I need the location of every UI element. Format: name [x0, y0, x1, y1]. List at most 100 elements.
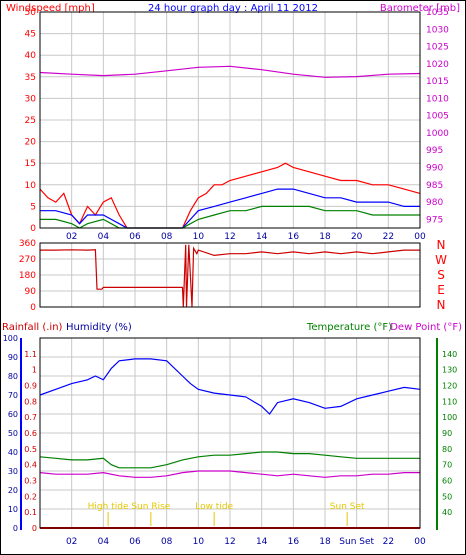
humidity-tick-label: 0 — [13, 524, 18, 533]
humidity-tick-label: 40 — [8, 448, 18, 457]
windspeed-tick-label: 20 — [25, 138, 37, 148]
wind-x-tick-labels: 02 04 06 08 10 12 14 16 18 20 22 00 — [66, 232, 426, 242]
wind-series-lines — [39, 65, 421, 229]
humidity-x-tick-label: 12 — [224, 537, 235, 547]
wind-direction-line — [40, 244, 420, 308]
humidity-x-tick-label: 10 — [193, 537, 205, 547]
barometer-tick-label: 975 — [426, 215, 443, 225]
temperature-tick-label: 50 — [442, 492, 452, 501]
barometer-tick-label: 1020 — [426, 60, 449, 70]
rainfall-tick-label: 0 — [32, 524, 37, 533]
barometer-tick-label: 995 — [426, 146, 443, 156]
barometer-tick-label: 990 — [426, 164, 443, 174]
direction-tick-label: 360 — [19, 239, 36, 249]
humidity-x-tick-label: 22 — [383, 537, 394, 547]
humidity-x-tick-label: 00 — [414, 537, 426, 547]
barometer-tick-label: 1035 — [426, 8, 449, 18]
compass-letter: S — [437, 268, 445, 282]
windspeed-tick-label: 30 — [25, 94, 37, 104]
humidity-tick-label: 50 — [8, 429, 18, 438]
humidity-tick-label: 70 — [8, 391, 18, 400]
red-wind-series-line — [39, 162, 421, 229]
blue-wind-series-line — [40, 188, 420, 229]
windspeed-tick-label: 35 — [25, 73, 36, 83]
humidity-x-tick-label: 08 — [161, 537, 173, 547]
windspeed-axis-title: Windspeed [mph] — [6, 3, 95, 14]
humidity-tick-label: 90 — [8, 353, 18, 362]
windspeed-tick-label: 0 — [30, 224, 36, 234]
barometer-tick-label: 1005 — [426, 112, 449, 122]
direction-tick-label: 0 — [30, 303, 36, 313]
barometer-tick-labels: 975 980 985 990 995 1000 1005 1010 1015 1020 1025 1… — [426, 8, 449, 225]
annotation-label: High tide — [88, 502, 129, 512]
humidity-axis-title: Humidity (%) — [66, 322, 132, 333]
temperature-tick-label: 100 — [442, 413, 457, 422]
wind-x-tick-label: 22 — [383, 232, 394, 242]
humidity-tick-label: 100 — [3, 334, 18, 343]
compass-letter: N — [437, 238, 446, 252]
rainfall-tick-label: 0.8 — [24, 397, 37, 406]
windspeed-tick-label: 15 — [25, 159, 36, 169]
magenta-wind-series-line — [39, 65, 421, 78]
dewpoint-axis-title: Dew Point (°F) — [390, 322, 462, 333]
rainfall-tick-label: 0.7 — [24, 413, 37, 422]
rainfall-tick-label: 0.1 — [24, 508, 37, 517]
humidity-tick-label: 10 — [8, 505, 18, 514]
green-wind-series-line — [40, 205, 420, 229]
rainfall-tick-label: 1.1 — [24, 350, 37, 359]
humidity-tick-label: 20 — [8, 486, 18, 495]
annotation-label: Low tide — [195, 502, 233, 512]
temperature-tick-label: 80 — [442, 445, 452, 454]
humidity-x-tick-label: Sun Set — [339, 537, 374, 547]
humidity-tick-labels: 0 10 20 30 40 50 60 70 80 90 100 — [3, 334, 18, 533]
rainfall-tick-label: 0.4 — [24, 461, 37, 470]
barometer-tick-label: 1030 — [426, 25, 449, 35]
temperature-tick-label: 120 — [442, 382, 457, 391]
direction-tick-label: 180 — [19, 271, 36, 281]
direction-tick-label: 270 — [19, 255, 36, 265]
tide-sun-annotations: High tide Sun Rise Low tide Sun Set — [88, 502, 365, 526]
humidity-grid — [40, 338, 421, 528]
humidity-tick-label: 30 — [8, 467, 18, 476]
direction-series-line — [40, 244, 420, 308]
temperature-series-line — [39, 451, 420, 469]
barometer-tick-label: 1000 — [426, 129, 449, 139]
direction-grid — [40, 243, 421, 307]
compass-letter: N — [437, 298, 446, 312]
barometer-tick-label: 985 — [426, 181, 443, 191]
barometer-tick-label: 980 — [426, 198, 443, 208]
rainfall-tick-label: 0.9 — [24, 382, 37, 391]
humidity-tick-label: 80 — [8, 372, 18, 381]
wind-x-tick-label: 04 — [98, 232, 110, 242]
rainfall-tick-label: 0.3 — [24, 477, 37, 486]
direction-tick-labels: 0 90 180 270 360 — [19, 239, 36, 313]
humidity-temperature-panel: Rainfall (.in) Humidity (%) Temperature … — [2, 322, 462, 547]
wind-grid — [40, 12, 421, 228]
wind-x-tick-label: 10 — [193, 232, 205, 242]
temperature-tick-label: 140 — [442, 350, 457, 359]
temperature-tick-labels: 40 50 60 70 80 90 100 110 120 130 140 — [442, 350, 457, 517]
humidity-x-tick-labels: 02 04 06 08 10 12 14 16 18 Sun Set 22 00 — [66, 537, 426, 547]
temperature-tick-label: 40 — [442, 508, 452, 517]
windspeed-tick-label: 45 — [25, 30, 36, 40]
windspeed-tick-label: 50 — [25, 8, 37, 18]
windspeed-tick-label: 5 — [30, 202, 36, 212]
wind-barometer-panel: Windspeed [mph] 24 hour graph day : Apri… — [6, 3, 460, 242]
dew-point-series-line — [39, 470, 420, 478]
temperature-tick-label: 110 — [442, 397, 457, 406]
chart-title: 24 hour graph day : April 11 2012 — [148, 3, 318, 14]
rainfall-axis-title: Rainfall (.in) — [2, 322, 63, 333]
temperature-tick-label: 90 — [442, 429, 452, 438]
humidity-plot-border — [39, 337, 421, 529]
rainfall-tick-label: 0.6 — [24, 429, 37, 438]
wind-x-tick-label: 06 — [129, 232, 141, 242]
wind-x-tick-label: 02 — [66, 232, 77, 242]
rainfall-tick-label: 1 — [32, 366, 37, 375]
rainfall-tick-label: 0.2 — [24, 492, 37, 501]
temperature-tick-label: 130 — [442, 366, 457, 375]
wind-x-tick-label: 00 — [414, 232, 426, 242]
wind-x-tick-label: 14 — [256, 232, 268, 242]
